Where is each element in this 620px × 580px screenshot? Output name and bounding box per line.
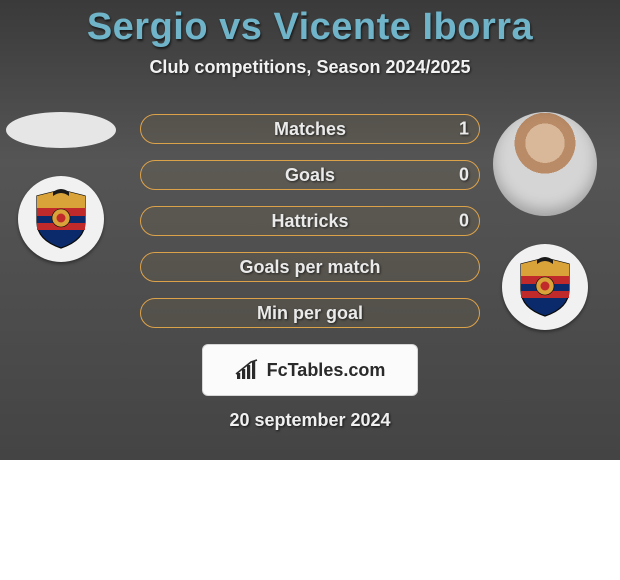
date-label: 20 september 2024 (0, 410, 620, 431)
blank-region (0, 460, 620, 580)
comparison-card: Sergio vs Vicente Iborra Club competitio… (0, 0, 620, 460)
brand-card[interactable]: FcTables.com (202, 344, 418, 396)
stat-row: Min per goal (140, 298, 480, 328)
page-title: Sergio vs Vicente Iborra (0, 6, 620, 49)
stat-row: Goals 0 (140, 160, 480, 190)
stat-label: Goals (285, 165, 335, 186)
brand-label: FcTables.com (267, 360, 386, 381)
bar-chart-icon (235, 359, 261, 381)
stat-row: Matches 1 (140, 114, 480, 144)
stat-value-right: 0 (459, 211, 469, 232)
stat-row: Goals per match (140, 252, 480, 282)
stat-value-right: 1 (459, 119, 469, 140)
stat-value-right: 0 (459, 165, 469, 186)
stat-row: Hattricks 0 (140, 206, 480, 236)
stat-label: Goals per match (239, 257, 380, 278)
stat-label: Min per goal (257, 303, 363, 324)
stats-list: Matches 1 Goals 0 Hattricks 0 Goals per … (0, 114, 620, 328)
stat-label: Matches (274, 119, 346, 140)
stat-label: Hattricks (271, 211, 348, 232)
subtitle: Club competitions, Season 2024/2025 (0, 57, 620, 78)
